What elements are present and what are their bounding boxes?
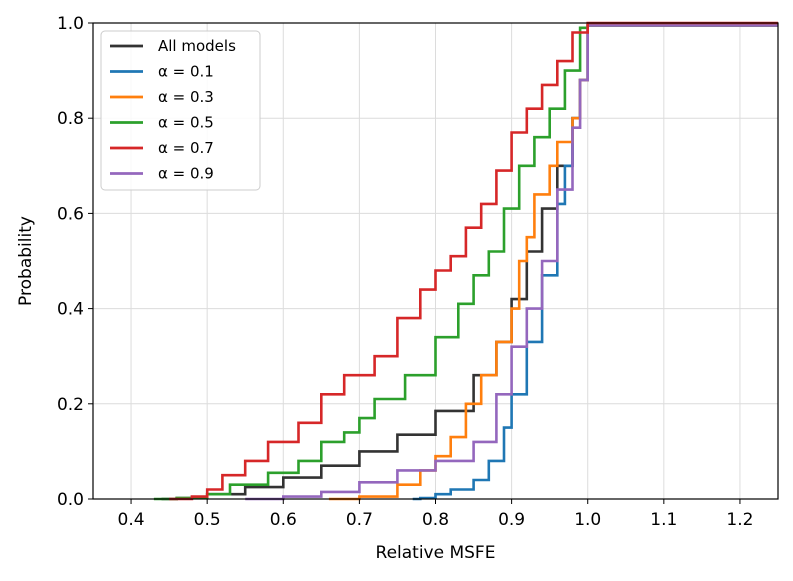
- x-tick-label: 0.6: [270, 510, 297, 530]
- x-tick-label: 1.1: [650, 510, 677, 530]
- series-line: [169, 21, 778, 501]
- legend-label: All models: [158, 37, 236, 55]
- legend: All models α = 0.1 α = 0.3 α = 0.5 α = 0.7 α …: [100, 30, 261, 191]
- x-tick-label: 0.8: [422, 510, 449, 530]
- x-tick-label: 0.7: [346, 510, 373, 530]
- legend-label: α = 0.9: [158, 165, 214, 183]
- y-tick-label: 0.6: [57, 204, 84, 224]
- series-line: [153, 24, 778, 501]
- x-axis-label: Relative MSFE: [376, 543, 496, 563]
- y-tick-label: 0.4: [57, 300, 84, 320]
- x-tick-label: 1.2: [726, 510, 753, 530]
- ticks: 0.4 0.5 0.6 0.7 0.8 0.9 1.0 1.1 1.2 0.0 0.2 0.4 0.6 0…: [57, 14, 754, 530]
- legend-label: α = 0.5: [158, 114, 214, 132]
- y-tick-label: 0.0: [57, 490, 84, 510]
- y-tick-label: 1.0: [57, 14, 84, 34]
- series-lines: [153, 21, 778, 501]
- grid: [93, 22, 778, 500]
- y-axis-label: Probability: [16, 216, 36, 306]
- x-tick-label: 0.9: [498, 510, 525, 530]
- y-tick-label: 0.8: [57, 109, 84, 129]
- series-line: [245, 24, 778, 501]
- x-tick-label: 1.0: [574, 510, 601, 530]
- legend-label: α = 0.7: [158, 139, 214, 157]
- series-line: [412, 24, 778, 501]
- x-tick-label: 0.5: [194, 510, 221, 530]
- x-tick-label: 0.4: [118, 510, 145, 530]
- y-tick-label: 0.2: [57, 395, 84, 415]
- legend-label: α = 0.1: [158, 63, 214, 81]
- legend-label: α = 0.3: [158, 88, 214, 106]
